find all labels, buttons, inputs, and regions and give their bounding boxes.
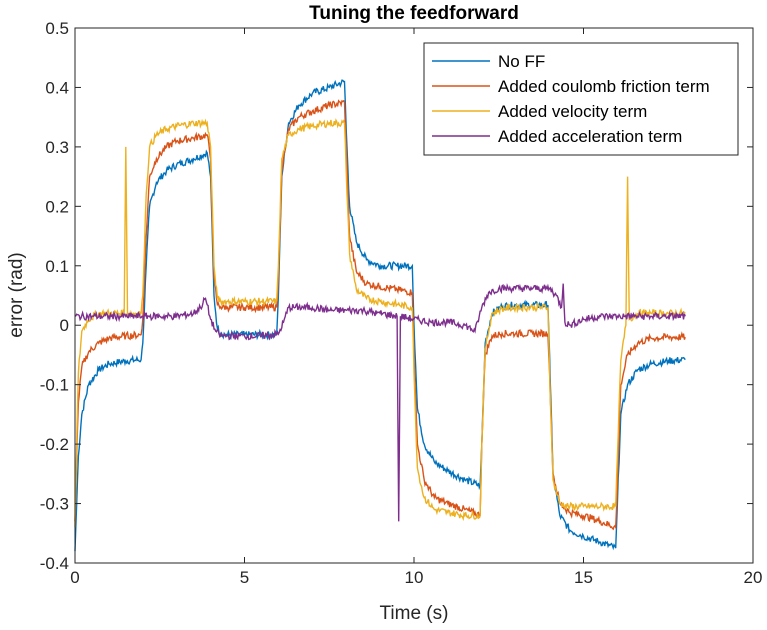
x-tick-label: 0 bbox=[70, 568, 79, 587]
y-tick-label: -0.4 bbox=[40, 554, 69, 573]
series-layer bbox=[74, 79, 686, 552]
series-line-1 bbox=[74, 79, 686, 552]
chart-title: Tuning the feedforward bbox=[309, 3, 519, 24]
legend-entry-label: Added acceleration term bbox=[498, 127, 682, 146]
legend: No FF Added coulomb friction term Added ve… bbox=[423, 42, 739, 156]
x-tick-label: 5 bbox=[240, 568, 249, 587]
series-line-2 bbox=[74, 99, 686, 531]
x-tick-label: 20 bbox=[744, 568, 763, 587]
axes-layer: 0 5 10 15 20 -0.4 -0.3 -0.2 -0.1 0 0.1 0.2 0.3 0.4 0.5 bbox=[40, 19, 763, 587]
x-axis-label: Time (s) bbox=[380, 603, 449, 624]
y-tick-label: 0.2 bbox=[45, 197, 69, 216]
legend-entry-label: Added coulomb friction term bbox=[498, 77, 710, 96]
y-tick-label: -0.3 bbox=[40, 495, 69, 514]
series-line-4 bbox=[74, 282, 686, 522]
y-tick-label: 0.3 bbox=[45, 138, 69, 157]
series-line-3 bbox=[74, 118, 686, 528]
legend-entry-label: Added velocity term bbox=[498, 102, 647, 121]
y-tick-label: -0.1 bbox=[40, 376, 69, 395]
y-axis-label: error (rad) bbox=[6, 252, 27, 338]
x-tick-label: 10 bbox=[405, 568, 424, 587]
y-tick-label: 0.4 bbox=[45, 78, 69, 97]
y-tick-label: 0.5 bbox=[45, 19, 69, 38]
y-tick-label: -0.2 bbox=[40, 435, 69, 454]
y-tick-label: 0 bbox=[60, 316, 69, 335]
legend-entry-label: No FF bbox=[498, 52, 545, 71]
y-tick-label: 0.1 bbox=[45, 257, 69, 276]
x-tick-label: 15 bbox=[574, 568, 593, 587]
